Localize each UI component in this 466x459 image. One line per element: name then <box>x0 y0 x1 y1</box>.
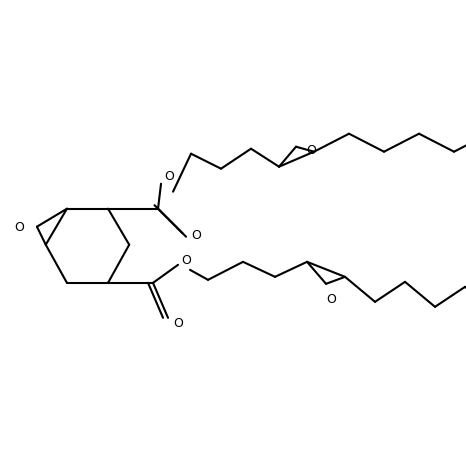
Text: O: O <box>191 229 201 242</box>
Text: O: O <box>164 170 174 183</box>
Text: O: O <box>326 293 336 306</box>
Text: O: O <box>306 144 316 157</box>
Text: O: O <box>173 317 183 330</box>
Text: O: O <box>14 221 24 234</box>
Text: O: O <box>181 254 191 267</box>
